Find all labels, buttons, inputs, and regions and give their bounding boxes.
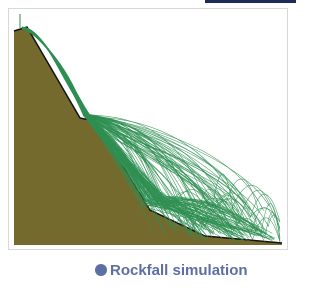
caption: Rockfall simulation (110, 262, 248, 279)
figure: Rockfall simulation (0, 0, 296, 292)
caption-bullet (95, 264, 107, 276)
page: Rockfall simulation (() => { const data … (0, 0, 296, 292)
corner-strip (205, 0, 296, 3)
